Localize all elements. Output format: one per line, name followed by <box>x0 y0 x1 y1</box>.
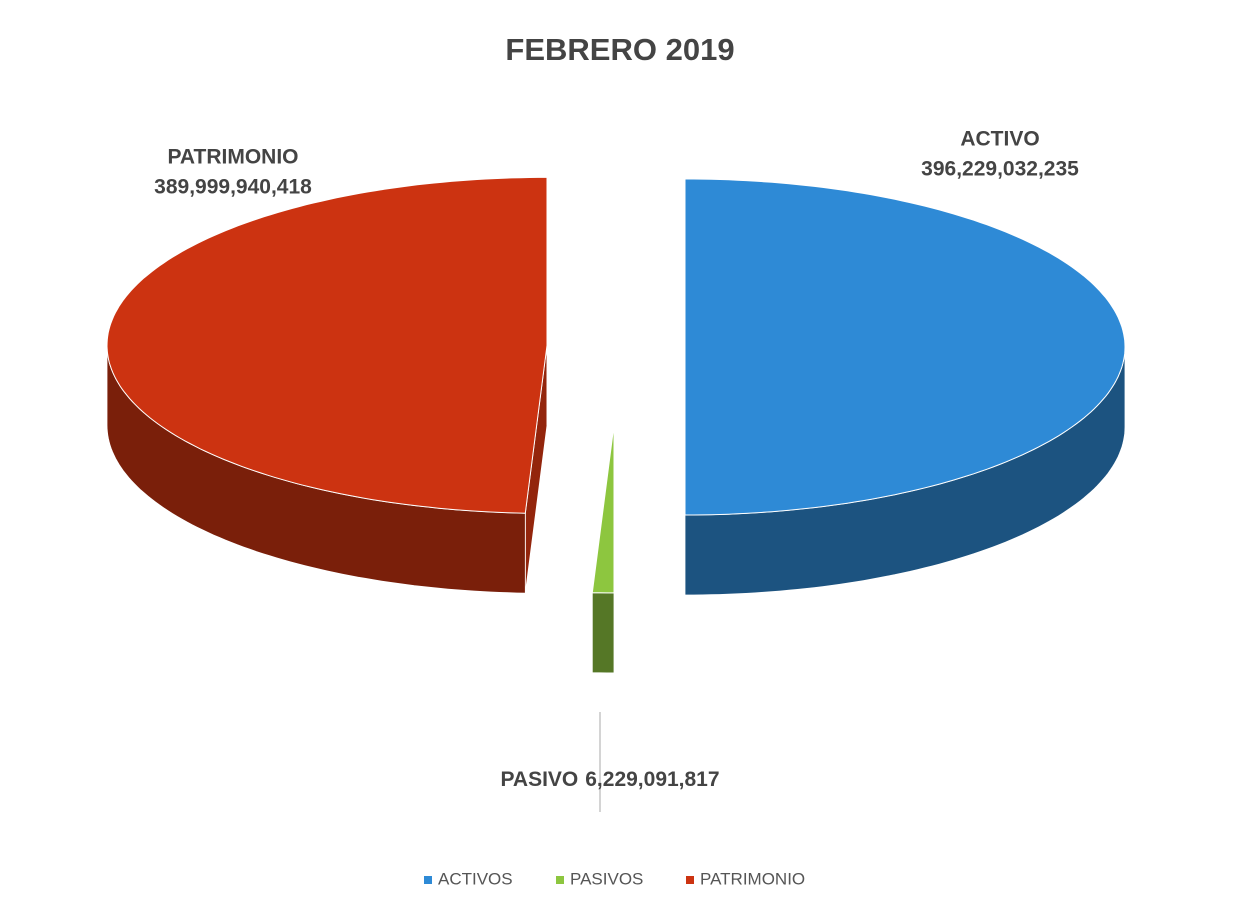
data-label-name: PATRIMONIO <box>167 146 298 169</box>
data-label-name: ACTIVO <box>960 128 1039 151</box>
legend-label: PATRIMONIO <box>700 869 805 888</box>
slice-side <box>591 592 615 674</box>
legend-label: ACTIVOS <box>438 869 513 888</box>
data-label-name: PASIVO <box>500 768 578 791</box>
legend-marker <box>686 876 694 884</box>
legend-label: PASIVOS <box>570 869 643 888</box>
slice <box>106 176 548 514</box>
data-label-value: 396,229,032,235 <box>921 158 1079 181</box>
slice <box>684 178 1126 516</box>
legend-marker <box>424 876 432 884</box>
data-label-value: 6,229,091,817 <box>585 768 719 791</box>
legend-marker <box>556 876 564 884</box>
chart-title: FEBRERO 2019 <box>505 32 734 67</box>
data-label-value: 389,999,940,418 <box>154 176 312 199</box>
slice <box>591 424 615 594</box>
data-label: PASIVO 6,229,091,817 <box>500 768 719 791</box>
